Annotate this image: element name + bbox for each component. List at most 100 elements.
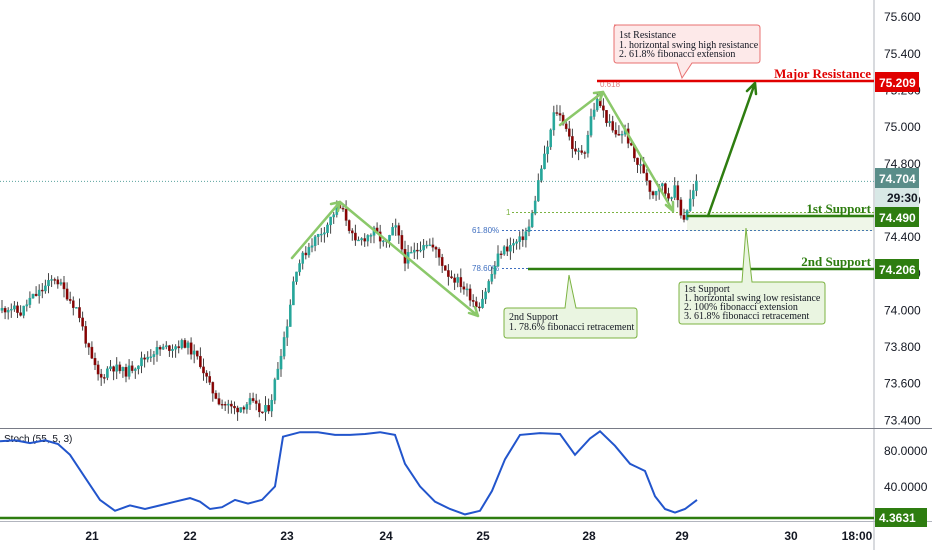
candle-body (518, 236, 521, 242)
candle-body (99, 373, 103, 378)
candle-body (357, 239, 360, 242)
candle-body (313, 236, 317, 246)
price-tick-3: 75.000 (884, 120, 921, 134)
candle-body (320, 233, 323, 236)
candle-body (149, 356, 153, 358)
major-resistance-badge: 75.209 (875, 72, 919, 92)
support2-callout: 2nd Support 1. 78.6% fibonacci retraceme… (503, 274, 638, 339)
candle-body (471, 300, 475, 302)
candle-body (233, 406, 236, 409)
candle-body (279, 355, 283, 370)
countdown-badge: 29:30 (875, 188, 919, 207)
candle-body (595, 98, 599, 111)
candle-body (106, 368, 109, 378)
time-tick-7: 30 (784, 529, 798, 543)
candle-body (137, 365, 140, 370)
candle-body (28, 297, 32, 305)
candle-body (230, 403, 233, 407)
candle-body (96, 364, 100, 375)
candle-body (220, 403, 224, 406)
stoch-tick-40: 40.0000 (884, 480, 928, 494)
candle-body (382, 240, 385, 243)
candle-body (688, 198, 692, 211)
swing-arrow-up-left (290, 200, 342, 260)
candle-body (648, 180, 652, 192)
candle-body (413, 249, 416, 253)
candle-body (440, 257, 444, 266)
candle-body (248, 398, 252, 405)
candle-body (53, 279, 56, 281)
candle-body (614, 130, 618, 135)
candle-body (695, 180, 698, 191)
svg-text:74.490: 74.490 (879, 211, 916, 225)
candle-body (546, 146, 549, 155)
candle-body (602, 105, 605, 111)
candle-body (22, 305, 26, 316)
candle-body (19, 312, 22, 316)
candle-body (496, 253, 500, 267)
candle-body (506, 246, 509, 252)
candle-body (282, 337, 286, 357)
candle-body (310, 245, 314, 248)
candle-body (645, 172, 649, 181)
resistance-callout-line-2: 2. 61.8% fibonacci extension (619, 49, 735, 60)
candle-body (577, 150, 580, 152)
candle-body (540, 168, 543, 181)
candle-body (47, 280, 50, 287)
candle-body (202, 366, 205, 374)
candle-body (533, 200, 537, 214)
candle-body (549, 129, 552, 148)
candle-body (186, 342, 190, 348)
candle-body (164, 345, 168, 348)
resistance-callout-line-1: 1. horizontal swing high resistance (619, 40, 759, 51)
candle-body (493, 265, 497, 275)
candle-body (354, 232, 357, 241)
candle-body (397, 225, 401, 236)
first-support-badge: 74.490 (875, 207, 919, 227)
candle-body (155, 346, 159, 355)
time-tick-0: 21 (85, 529, 99, 543)
candle-body (261, 411, 264, 414)
candle-body (158, 346, 162, 350)
candle-body (673, 185, 676, 198)
fib-ext-label: 0.618 (600, 80, 621, 89)
stoch-line (0, 430, 698, 516)
candles (0, 91, 698, 421)
candle-body (555, 112, 559, 114)
candle-body (9, 308, 13, 311)
time-tick-3: 24 (379, 529, 393, 543)
candle-body (267, 405, 270, 412)
support1-callout-title: 1st Support (684, 284, 730, 295)
candle-body (242, 407, 246, 410)
candle-body (301, 252, 305, 264)
candle-body (75, 307, 78, 309)
candle-body (502, 246, 506, 255)
resistance-callout-title: 1st Resistance (619, 30, 676, 41)
candle-body (6, 309, 10, 313)
candle-body (174, 346, 177, 350)
second-support-badge: 74.206 (875, 259, 919, 279)
candle-body (484, 291, 487, 300)
candle-body (34, 293, 38, 296)
candle-body (419, 249, 422, 252)
candle-body (65, 288, 69, 300)
candle-body (611, 121, 614, 131)
candle-body (205, 372, 208, 377)
time-tick-2: 23 (280, 529, 294, 543)
candle-body (388, 235, 391, 241)
candle-body (487, 281, 491, 293)
candle-body (118, 364, 122, 372)
candle-body (236, 407, 239, 413)
candle-body (81, 317, 84, 327)
candle-body (44, 285, 47, 292)
candle-body (25, 304, 29, 307)
candle-body (363, 238, 367, 242)
candle-body (177, 346, 181, 349)
candle-body (124, 367, 128, 377)
candle-body (251, 398, 255, 402)
candle-body (140, 357, 143, 367)
candle-body (676, 185, 680, 201)
candle-body (490, 274, 494, 282)
candle-body (589, 116, 593, 136)
last-price-badge: 74.704 (875, 168, 919, 188)
